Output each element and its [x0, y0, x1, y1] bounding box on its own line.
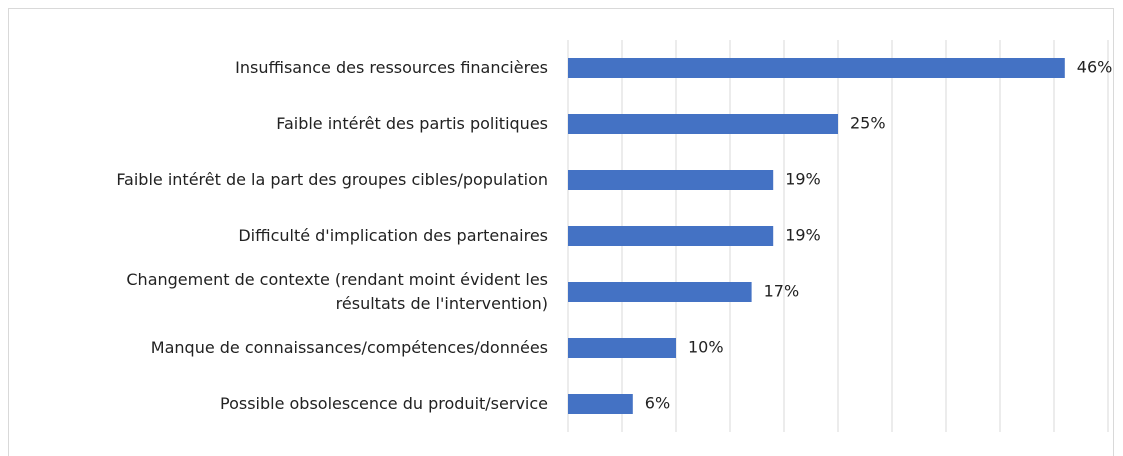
bar [568, 394, 633, 414]
y-tick-label: Insuffisance des ressources financières [235, 58, 548, 77]
chart-frame [8, 8, 1114, 456]
value-label: 10% [688, 338, 724, 357]
y-tick-label: Manque de connaissances/compétences/donn… [150, 338, 548, 357]
bar [568, 58, 1065, 78]
value-label: 46% [1077, 58, 1113, 77]
y-tick-label: Faible intérêt de la part des groupes ci… [116, 170, 548, 189]
y-tick-label: Possible obsolescence du produit/service [220, 394, 548, 413]
y-tick-label: Difficulté d'implication des partenaires [238, 226, 548, 245]
value-label: 25% [850, 114, 886, 133]
bar [568, 114, 838, 134]
y-tick-label: Faible intérêt des partis politiques [276, 114, 548, 133]
value-label: 19% [785, 226, 821, 245]
value-label: 17% [764, 282, 800, 301]
bar [568, 226, 774, 246]
bar [568, 170, 774, 190]
value-label: 19% [785, 170, 821, 189]
value-label: 6% [645, 394, 670, 413]
bar [568, 338, 676, 358]
y-tick-label: Changement de contexte (rendant moint év… [126, 270, 548, 313]
bar [568, 282, 752, 302]
